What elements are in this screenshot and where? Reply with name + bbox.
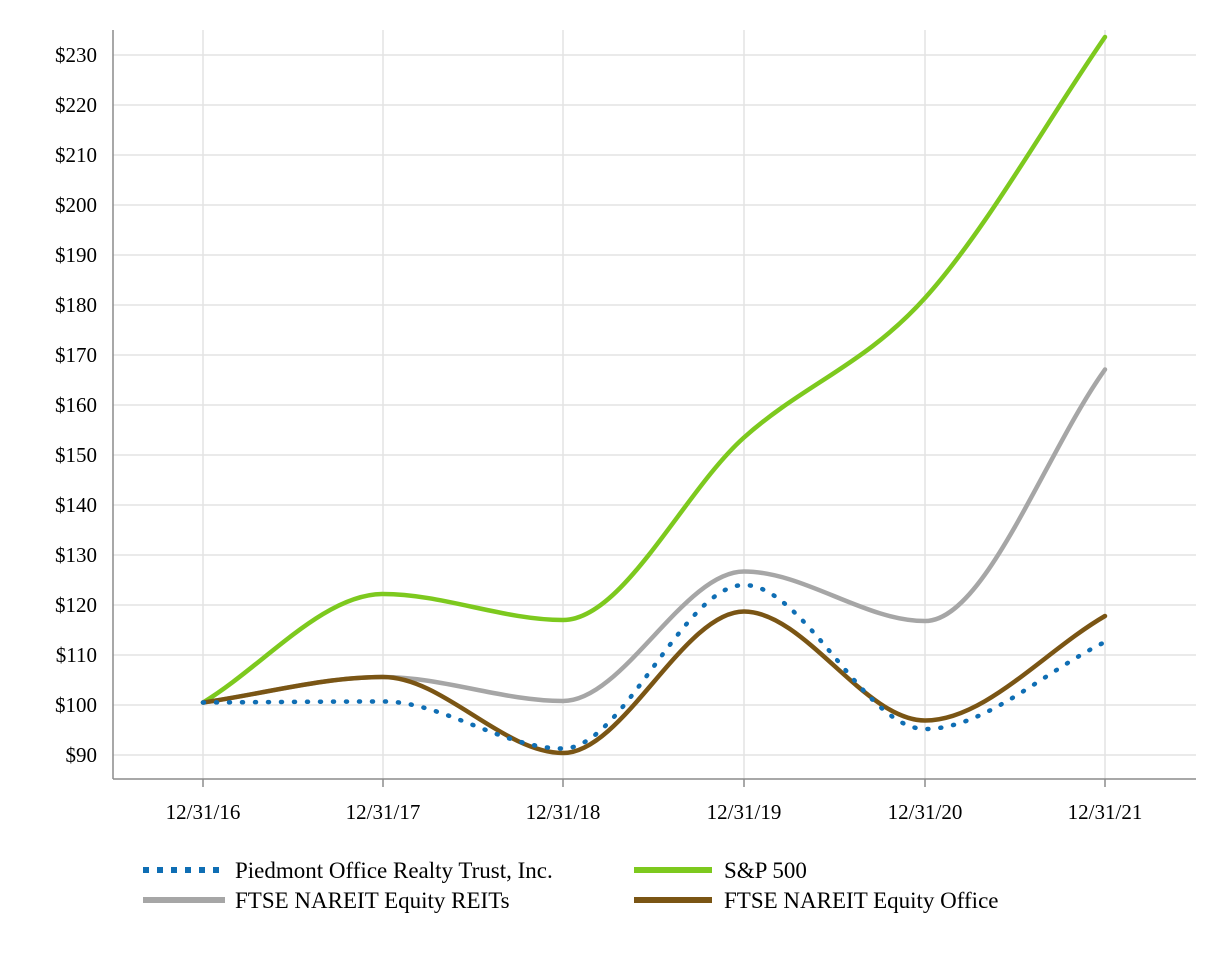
series-line-piedmont bbox=[200, 582, 1108, 751]
x-tick-label: 12/31/19 bbox=[707, 800, 782, 824]
axes bbox=[112, 30, 1196, 787]
legend-label: FTSE NAREIT Equity Office bbox=[724, 888, 998, 913]
y-tick-label: $170 bbox=[55, 343, 97, 367]
legend-label: FTSE NAREIT Equity REITs bbox=[235, 888, 510, 913]
y-tick-label: $230 bbox=[55, 43, 97, 67]
legend: Piedmont Office Realty Trust, Inc. S&P 50… bbox=[143, 858, 998, 913]
legend-item-ftse-nareit-equity-office: FTSE NAREIT Equity Office bbox=[634, 888, 998, 913]
y-tick-label: $190 bbox=[55, 243, 97, 267]
y-tick-label: $140 bbox=[55, 493, 97, 517]
y-tick-label: $160 bbox=[55, 393, 97, 417]
legend-item-piedmont: Piedmont Office Realty Trust, Inc. bbox=[143, 858, 553, 883]
series-line-sp500 bbox=[200, 34, 1108, 705]
legend-label: S&P 500 bbox=[724, 858, 807, 883]
series-line-ftse-nareit-equity-office bbox=[200, 609, 1108, 756]
y-tick-label: $130 bbox=[55, 543, 97, 567]
y-tick-label: $220 bbox=[55, 93, 97, 117]
x-tick-label: 12/31/16 bbox=[166, 800, 241, 824]
tick-labels: $90 $100 $110 $120 $130 $140 $150 $160 $170 $180 $… bbox=[55, 43, 1142, 824]
y-tick-label: $200 bbox=[55, 193, 97, 217]
x-tick-label: 12/31/21 bbox=[1068, 800, 1143, 824]
series-line-ftse-nareit-equity-reits bbox=[200, 367, 1108, 705]
y-tick-label: $110 bbox=[56, 643, 97, 667]
y-tick-label: $210 bbox=[55, 143, 97, 167]
legend-item-ftse-nareit-equity-reits: FTSE NAREIT Equity REITs bbox=[143, 888, 510, 913]
x-tick-label: 12/31/18 bbox=[526, 800, 601, 824]
y-tick-label: $100 bbox=[55, 693, 97, 717]
grid bbox=[113, 30, 1196, 779]
x-tick-label: 12/31/17 bbox=[346, 800, 421, 824]
y-tick-label: $120 bbox=[55, 593, 97, 617]
y-tick-label: $150 bbox=[55, 443, 97, 467]
x-tick-label: 12/31/20 bbox=[888, 800, 963, 824]
y-tick-label: $90 bbox=[66, 743, 98, 767]
legend-label: Piedmont Office Realty Trust, Inc. bbox=[235, 858, 553, 883]
y-tick-label: $180 bbox=[55, 293, 97, 317]
series-lines bbox=[200, 34, 1108, 756]
legend-item-sp500: S&P 500 bbox=[634, 858, 807, 883]
